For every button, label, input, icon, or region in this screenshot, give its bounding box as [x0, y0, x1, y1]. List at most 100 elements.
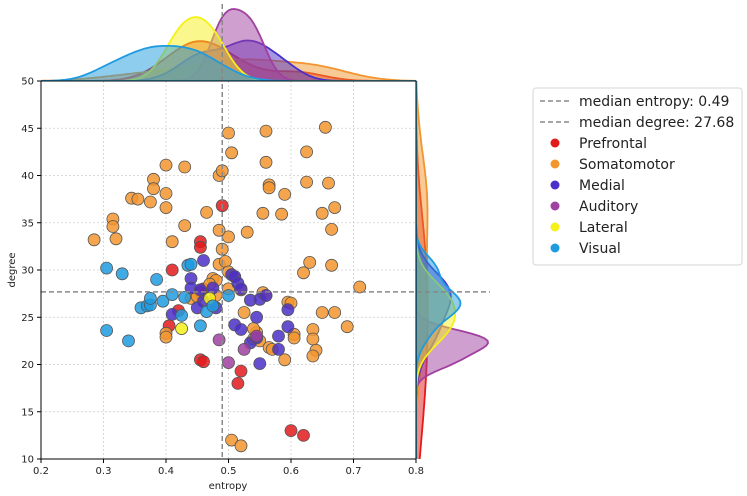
legend-marker-somatomotor — [550, 159, 560, 169]
point-prefrontal — [193, 240, 207, 254]
point-prefrontal — [165, 263, 179, 277]
point-somatomotor — [325, 222, 339, 236]
point-somatomotor — [275, 207, 289, 221]
point-visual — [156, 294, 170, 308]
point-auditory — [237, 342, 251, 356]
y-tick-label: 40 — [21, 171, 34, 182]
y-tick-label: 10 — [21, 455, 34, 466]
point-somatomotor — [212, 223, 226, 237]
legend-marker-medial — [550, 180, 560, 190]
point-somatomotor — [278, 187, 292, 201]
point-visual — [165, 288, 179, 302]
point-visual — [100, 324, 113, 337]
point-visual — [178, 290, 192, 304]
point-somatomotor — [131, 192, 145, 206]
y-axis-label: degree — [7, 252, 18, 287]
point-visual — [122, 334, 135, 348]
point-auditory — [212, 333, 226, 347]
right-marginal-kde — [415, 81, 489, 459]
point-somatomotor — [159, 187, 173, 200]
point-somatomotor — [318, 120, 332, 134]
point-somatomotor — [159, 330, 173, 344]
point-medial — [234, 323, 248, 336]
point-somatomotor — [225, 433, 239, 447]
point-somatomotor — [300, 175, 314, 189]
legend-label-medial: Medial — [579, 178, 625, 194]
y-tick-label: 25 — [21, 313, 34, 324]
point-auditory — [250, 329, 264, 343]
point-somatomotor — [240, 225, 254, 239]
x-tick-label: 0.7 — [346, 466, 362, 477]
legend-label-lateral: Lateral — [579, 220, 628, 236]
x-tick-label: 0.3 — [96, 466, 112, 477]
point-somatomotor — [87, 233, 101, 247]
point-visual — [143, 291, 157, 305]
y-tick-label: 20 — [21, 360, 34, 371]
point-medial — [281, 320, 295, 334]
point-medial — [197, 254, 210, 267]
point-somatomotor — [109, 232, 123, 246]
top-kde-visual — [41, 45, 416, 82]
point-somatomotor — [328, 201, 342, 215]
point-somatomotor — [325, 258, 339, 272]
legend-marker-auditory — [550, 201, 560, 211]
point-somatomotor — [297, 266, 310, 280]
x-tick-label: 0.8 — [408, 466, 424, 477]
point-somatomotor — [256, 206, 270, 220]
y-tick-label: 30 — [21, 266, 34, 277]
point-visual — [184, 257, 198, 271]
y-tick-label: 35 — [21, 218, 34, 229]
point-somatomotor — [222, 126, 235, 140]
y-tick-label: 15 — [21, 407, 34, 418]
point-somatomotor — [225, 146, 239, 160]
x-axis-label: entropy — [209, 481, 248, 492]
legend-marker-prefrontal — [550, 138, 560, 148]
point-visual — [206, 299, 220, 313]
point-somatomotor — [165, 235, 179, 249]
point-somatomotor — [300, 145, 314, 159]
point-prefrontal — [284, 424, 298, 438]
point-medial — [281, 303, 295, 317]
point-auditory — [222, 356, 235, 370]
point-visual — [193, 319, 207, 333]
point-prefrontal — [234, 364, 248, 378]
point-medial — [234, 282, 248, 296]
point-somatomotor — [234, 439, 248, 453]
top-marginal-kde — [41, 8, 416, 82]
point-somatomotor — [147, 182, 160, 196]
point-somatomotor — [306, 332, 320, 346]
x-tick-label: 0.5 — [221, 466, 237, 477]
x-axis-ticks: 0.2 0.3 0.4 0.5 0.6 0.7 0.8 — [33, 459, 424, 477]
legend-marker-lateral — [550, 222, 560, 232]
point-medial — [250, 310, 264, 324]
reference-lines — [41, 4, 490, 459]
legend: median entropy: 0.49 median degree: 27.6… — [532, 87, 743, 266]
point-prefrontal — [231, 376, 245, 390]
point-medial — [193, 283, 207, 297]
point-somatomotor — [159, 201, 173, 215]
y-axis-ticks: 10 15 20 25 30 35 40 45 50 — [21, 77, 41, 466]
point-prefrontal — [197, 355, 210, 369]
point-somatomotor — [315, 206, 329, 220]
x-tick-label: 0.4 — [158, 466, 174, 477]
point-visual — [100, 261, 113, 275]
point-somatomotor — [340, 320, 354, 334]
x-tick-label: 0.2 — [33, 466, 49, 477]
legend-label-median-entropy: median entropy: 0.49 — [579, 94, 729, 110]
point-somatomotor — [353, 280, 367, 294]
point-somatomotor — [262, 181, 276, 195]
x-tick-label: 0.6 — [283, 466, 299, 477]
legend-label-median-degree: median degree: 27.68 — [579, 115, 734, 131]
legend-marker-visual — [550, 243, 560, 253]
point-somatomotor — [259, 155, 273, 169]
legend-label-prefrontal: Prefrontal — [579, 136, 647, 152]
point-somatomotor — [200, 205, 214, 219]
top-kde-auditory — [41, 8, 416, 82]
point-visual — [115, 267, 129, 281]
point-somatomotor — [328, 306, 342, 319]
point-somatomotor — [278, 353, 292, 367]
point-visual — [150, 273, 164, 286]
y-tick-label: 45 — [21, 124, 34, 135]
point-somatomotor — [306, 349, 320, 363]
